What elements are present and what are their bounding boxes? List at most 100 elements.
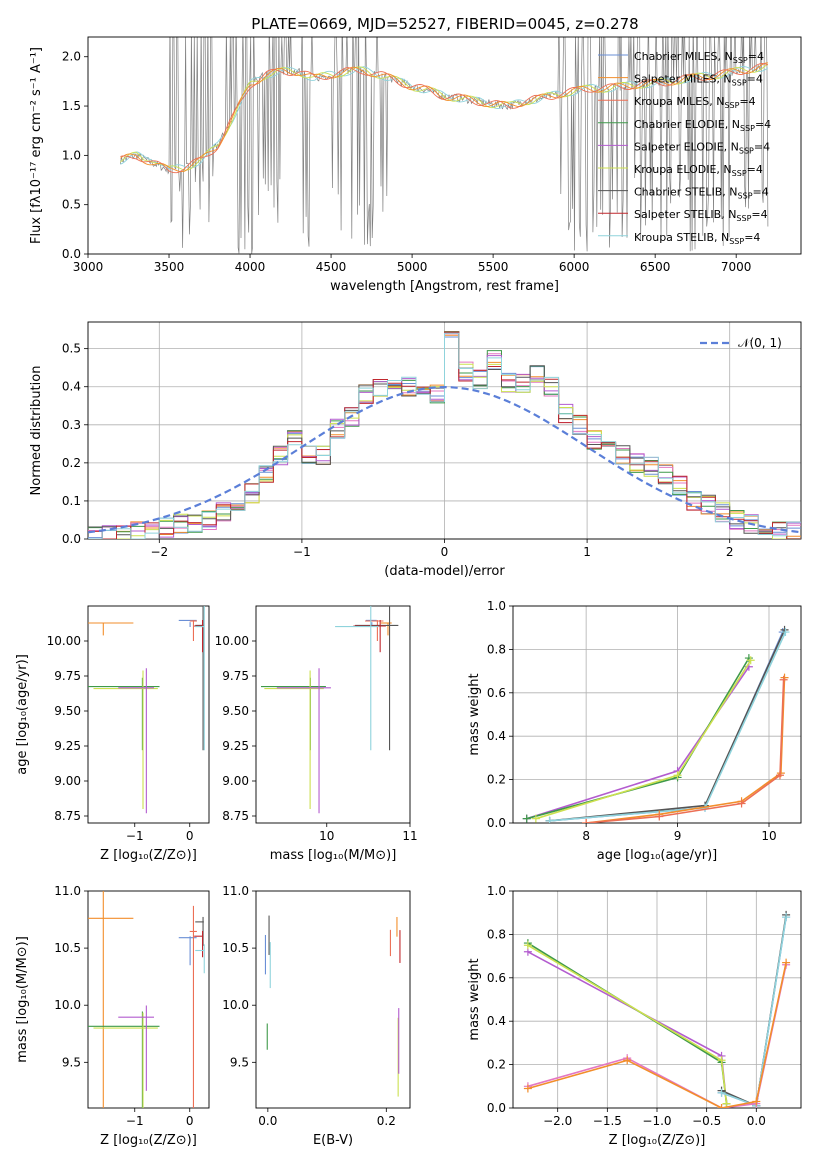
y-tick-label: 0.0	[487, 1101, 506, 1115]
y-axis-label: age [log₁₀(age/yr)]	[15, 654, 30, 775]
axes-age-vs-mass: 10 11 8.75 9.00 9.25 9.50 9.75 10.00 mass [log₁₀…	[215, 605, 418, 863]
weight-point-marker	[582, 819, 591, 823]
axes-residuals: −2 −1 0 1 2 0.0 0.1 0.2 0.3 0.4 0.5 (data-model)/er…	[29, 321, 802, 579]
weight-point-marker	[531, 814, 540, 823]
y-tick-label: 1.0	[62, 148, 81, 162]
legend-entry: 𝒩(0, 1)	[738, 336, 782, 350]
figure-title: PLATE=0669, MJD=52527, FIBERID=0045, z=0…	[251, 15, 638, 33]
x-tick-label: −1.0	[642, 1114, 671, 1128]
weight-point-marker	[717, 1088, 726, 1097]
y-tick-label: 0.0	[62, 532, 81, 546]
y-tick-label: 10.5	[222, 941, 249, 955]
y-tick-label: 0.4	[487, 729, 506, 743]
plot-frame	[512, 605, 802, 824]
weight-point-marker	[717, 1056, 726, 1065]
y-tick-label: 0.8	[487, 927, 506, 941]
y-axis-label: mass [log₁₀(M/M⊙)]	[15, 936, 30, 1063]
weight-point-marker	[779, 675, 788, 684]
weight-point-marker	[781, 628, 790, 637]
x-axis-label: mass [log₁₀(M/M⊙)]	[270, 848, 397, 863]
normal-curve	[88, 385, 801, 534]
x-axis-label: Z [log₁₀(Z/Z⊙)]	[100, 1133, 197, 1148]
y-tick-label: 0.4	[487, 1014, 506, 1028]
y-tick-label: 9.5	[62, 1055, 81, 1069]
x-tick-label: −0.5	[692, 1114, 721, 1128]
plot-frame	[87, 605, 210, 824]
x-tick-label: 5500	[478, 260, 509, 274]
residual-histogram-step	[88, 332, 801, 539]
y-tick-label: 0.4	[62, 380, 81, 394]
y-tick-label: 10.0	[54, 998, 81, 1012]
weight-point-marker	[717, 1104, 726, 1108]
y-tick-label: 0.0	[62, 247, 81, 261]
plot-frame	[87, 321, 802, 540]
y-axis-label: mass weight	[467, 958, 482, 1040]
x-tick-label: −1.5	[593, 1114, 622, 1128]
y-tick-label: 1.0	[487, 884, 506, 898]
x-axis-label: wavelength [Angstrom, rest frame]	[330, 279, 559, 294]
y-axis-label: mass weight	[467, 673, 482, 755]
y-tick-label: 9.00	[54, 774, 81, 788]
x-tick-label: −2	[150, 545, 168, 559]
y-tick-label: 9.25	[222, 739, 249, 753]
x-tick-label: 0	[186, 1114, 194, 1128]
x-tick-label: 0.0	[258, 1114, 277, 1128]
y-axis-label: Flux [fλ10⁻¹⁷ erg cm⁻² s⁻¹ A⁻¹]	[29, 47, 44, 244]
y-tick-label: 0.3	[62, 418, 81, 432]
plot-area-residuals	[88, 331, 801, 539]
y-tick-label: 0.5	[62, 198, 81, 212]
legend-entry: Salpeter MILES, NSSP=4	[634, 73, 763, 88]
y-tick-label: 0.2	[62, 456, 81, 470]
plot-area-weight-vs-Z	[523, 910, 791, 1108]
weight-point-marker	[655, 812, 664, 821]
plot-frame	[255, 605, 411, 824]
legend-entry: Kroupa MILES, NSSP=4	[634, 95, 756, 110]
y-axis-label: Normed distribution	[29, 366, 44, 496]
x-tick-label: 4500	[316, 260, 347, 274]
plot-area-spectrum	[120, 37, 769, 254]
y-tick-label: 9.25	[54, 739, 81, 753]
x-tick-label: 0.0	[747, 1114, 766, 1128]
y-tick-label: 9.50	[54, 704, 81, 718]
weight-point-marker	[623, 1056, 632, 1065]
x-tick-label: 0.2	[377, 1114, 396, 1128]
x-tick-label: 4000	[235, 260, 266, 274]
y-tick-label: 1.0	[487, 599, 506, 613]
axes-mass-vs-Z: −1 0 9.5 10.0 10.5 11.0 Z [log₁₀(Z/Z⊙)] mass [l…	[15, 884, 210, 1148]
legend-entry: Kroupa STELIB, NSSP=4	[634, 231, 760, 246]
legend-entry: Chabrier MILES, NSSP=4	[634, 50, 764, 65]
x-axis-label: E(B-V)	[313, 1133, 353, 1148]
weight-series-line	[526, 657, 750, 820]
y-tick-label: 0.6	[487, 971, 506, 985]
y-tick-label: 9.00	[222, 774, 249, 788]
x-tick-label: −1	[293, 545, 311, 559]
x-tick-label: −1	[126, 829, 144, 843]
x-tick-label: 10	[319, 829, 334, 843]
weight-series-line	[535, 659, 752, 820]
y-tick-label: 11.0	[54, 884, 81, 898]
axes-mass-vs-EBV: 0.0 0.2 9.5 10.0 10.5 11.0 E(B-V)	[222, 884, 411, 1148]
axes-age-vs-Z: −1 0 8.75 9.00 9.25 9.50 9.75 10.00 Z [log₁₀(Z/Z…	[15, 605, 210, 863]
plot-area-age-vs-Z	[88, 606, 205, 814]
weight-point-marker	[545, 816, 554, 823]
x-tick-label: −2.0	[543, 1114, 572, 1128]
x-axis-label: Z [log₁₀(Z/Z⊙)]	[609, 1133, 706, 1148]
x-tick-label: 2	[726, 545, 734, 559]
weight-point-marker	[782, 913, 791, 922]
weight-point-marker	[782, 958, 791, 967]
y-tick-label: 9.75	[54, 669, 81, 683]
x-tick-label: 1	[583, 545, 591, 559]
x-axis-label: age [log₁₀(age/yr)]	[597, 848, 718, 863]
plot-area-age-vs-mass	[260, 606, 399, 814]
y-tick-label: 11.0	[222, 884, 249, 898]
weight-series-line	[527, 962, 787, 1108]
weight-point-marker	[780, 673, 789, 682]
weight-point-marker	[737, 799, 746, 808]
y-tick-label: 10.5	[54, 941, 81, 955]
y-tick-label: 9.50	[222, 704, 249, 718]
plot-frame	[87, 36, 802, 255]
spectrum-model-line	[120, 63, 769, 171]
y-tick-label: 0.5	[62, 342, 81, 356]
y-tick-label: 9.5	[230, 1055, 249, 1069]
weight-point-marker	[744, 654, 753, 663]
